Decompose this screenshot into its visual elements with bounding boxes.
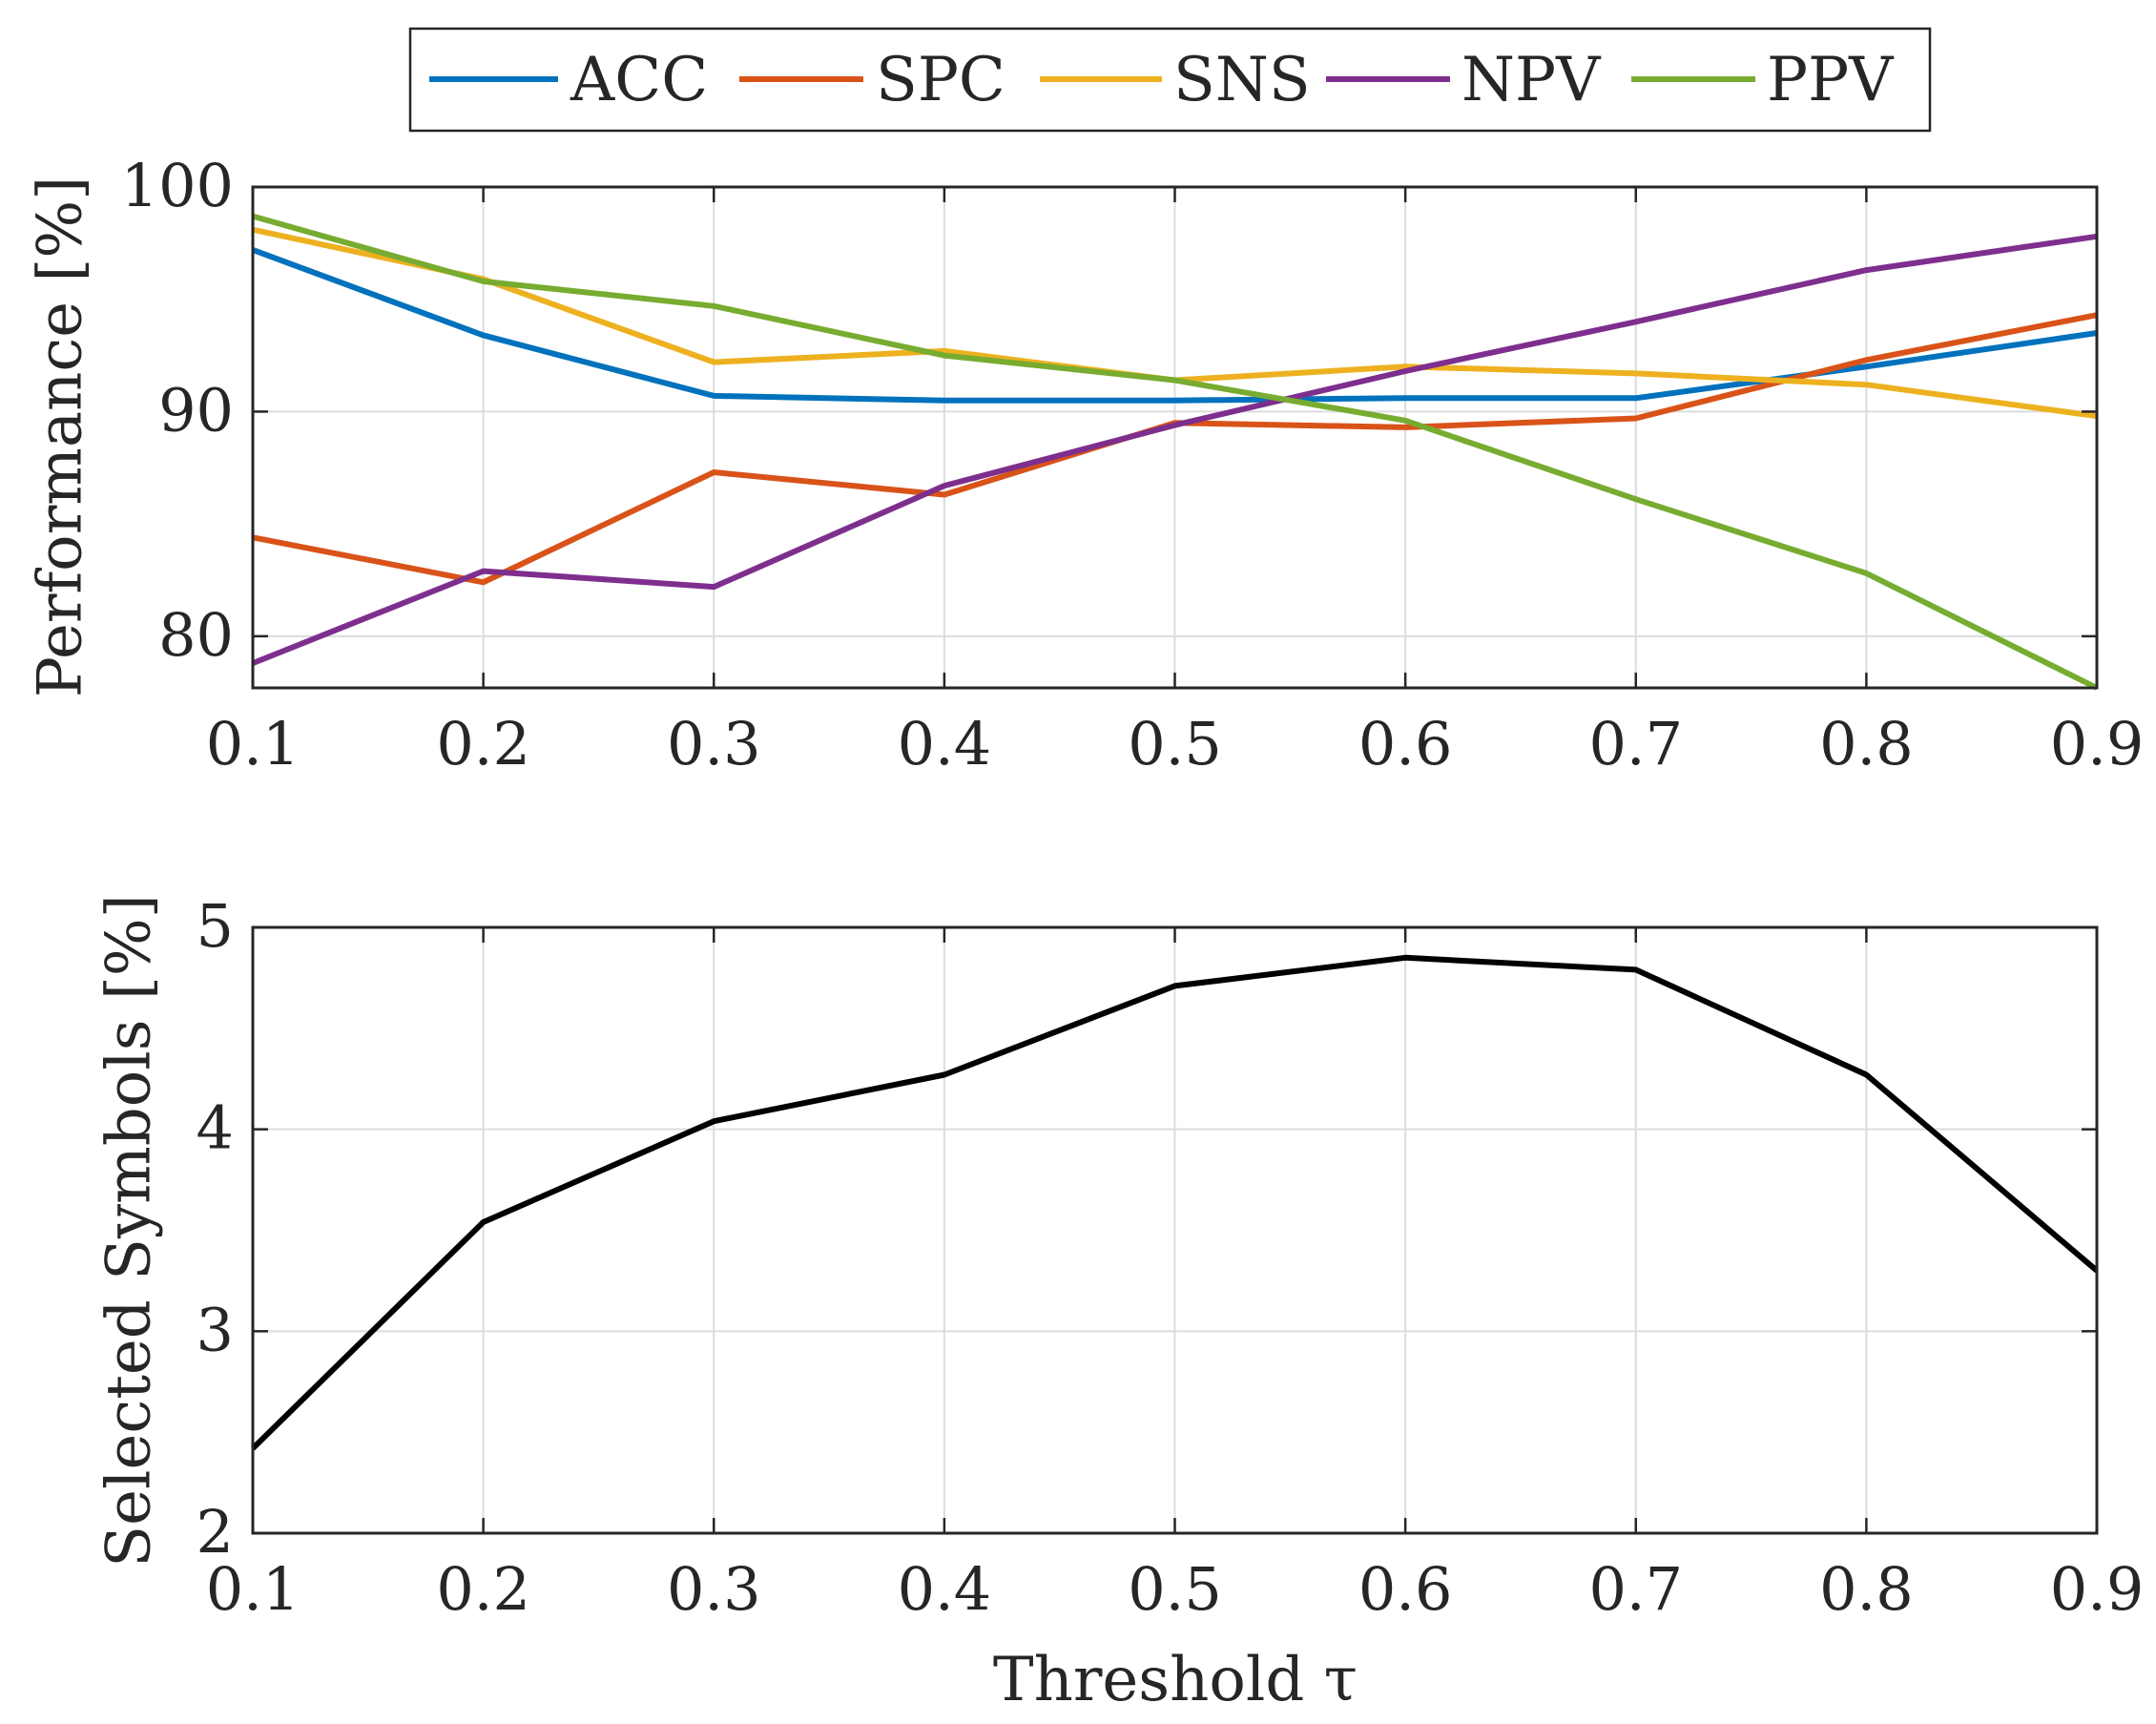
performance-x-tick-label: 0.4 [898,709,992,779]
legend-label-sns: SNS [1173,45,1311,115]
legend-item-npv: NPV [1326,45,1602,115]
series-line-npv [251,233,2098,666]
performance-series [251,213,2099,691]
selected-symbols-x-tick-label: 0.7 [1588,1554,1683,1624]
selected-symbols-series [250,954,2099,1451]
selected-symbols-y-tick-label: 2 [197,1497,234,1567]
threshold-x-label: Threshold τ [993,1645,1358,1715]
performance-y-tick-label: 90 [158,375,234,445]
performance-y-tick-label: 80 [158,600,234,670]
legend-label-spc: SPC [876,45,1005,115]
series-line-selected-symbols [250,954,2099,1451]
performance-x-tick-label: 0.3 [667,709,761,779]
selected-symbols-ticks: 0.1 0.2 0.3 0.4 0.5 0.6 0.7 0.8 0.9 2 3 4 5 [197,891,2145,1624]
selected-symbols-y-tick-label: 5 [197,891,234,961]
performance-panel: 0.1 0.2 0.3 0.4 0.5 0.6 0.7 0.8 0.9 80 90 100 Perfo… [26,151,2145,779]
performance-x-tick-label: 0.8 [1819,709,1914,779]
selected-symbols-x-tick-label: 0.8 [1819,1554,1914,1624]
selected-symbols-y-label: Selected Symbols [%] [94,894,165,1567]
selected-symbols-y-tick-label: 3 [197,1295,234,1364]
selected-symbols-y-tick-label: 4 [197,1093,234,1163]
legend-label-npv: NPV [1462,45,1602,115]
legend-label-acc: ACC [570,45,708,115]
selected-symbols-x-tick-label: 0.3 [667,1554,761,1624]
legend-item-ppv: PPV [1631,45,1895,115]
series-line-ppv [252,213,2099,691]
performance-x-tick-label: 0.6 [1358,709,1453,779]
selected-symbols-panel: 0.1 0.2 0.3 0.4 0.5 0.6 0.7 0.8 0.9 2 3 4 5 Selected… [94,891,2145,1715]
performance-x-tick-label: 0.2 [436,709,530,779]
legend-item-acc: ACC [429,45,708,115]
performance-x-tick-label: 0.5 [1128,709,1222,779]
legend: ACC SPC SNS NPV PPV [408,27,1932,133]
selected-symbols-x-tick-label: 0.9 [2050,1554,2145,1624]
performance-x-tick-label: 0.9 [2050,709,2145,779]
performance-y-tick-label: 100 [121,151,234,220]
legend-label-ppv: PPV [1767,45,1895,115]
performance-y-label: Performance [%] [26,177,96,697]
performance-x-tick-label: 0.1 [206,709,301,779]
performance-ticks: 0.1 0.2 0.3 0.4 0.5 0.6 0.7 0.8 0.9 80 90 100 [121,151,2145,779]
legend-item-spc: SPC [739,45,1005,115]
legend-item-sns: SNS [1040,45,1311,115]
selected-symbols-x-tick-label: 0.6 [1358,1554,1453,1624]
selected-symbols-x-tick-label: 0.1 [206,1554,301,1624]
performance-x-tick-label: 0.7 [1588,709,1683,779]
selected-symbols-x-tick-label: 0.2 [436,1554,530,1624]
selected-symbols-x-tick-label: 0.5 [1128,1554,1222,1624]
selected-symbols-x-tick-label: 0.4 [898,1554,992,1624]
